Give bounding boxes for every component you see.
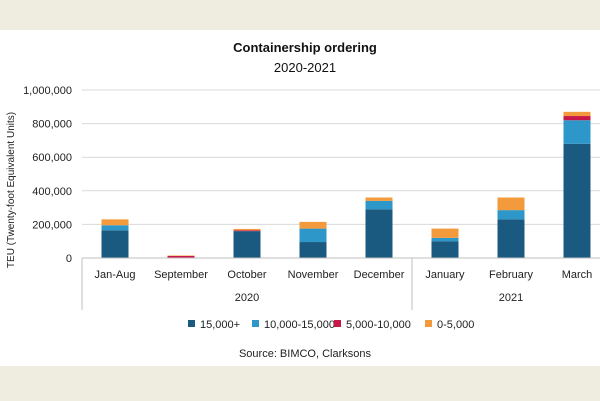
x-tick-label: September xyxy=(154,269,208,281)
y-tick-label: 1,000,000 xyxy=(23,85,72,97)
chart-title: Containership ordering xyxy=(233,40,377,55)
legend-swatch xyxy=(188,320,195,327)
bar-segment xyxy=(563,143,591,258)
bar-segment xyxy=(365,209,393,258)
bar-segment xyxy=(233,230,261,232)
legend-swatch xyxy=(252,320,259,327)
chart-subtitle: 2020-2021 xyxy=(274,60,336,75)
y-tick-label: 400,000 xyxy=(32,186,72,198)
legend-label: 15,000+ xyxy=(200,319,240,331)
x-tick-label: November xyxy=(288,269,339,281)
x-tick-label: January xyxy=(425,269,465,281)
bar-segment xyxy=(299,242,327,258)
bar-segment xyxy=(563,116,591,121)
y-tick-label: 800,000 xyxy=(32,119,72,131)
y-tick-label: 600,000 xyxy=(32,152,72,164)
legend-label: 0-5,000 xyxy=(437,319,474,331)
bar-segment xyxy=(431,228,459,238)
bar-segment xyxy=(233,228,261,231)
bar-segment xyxy=(233,231,261,258)
bar-segment xyxy=(167,255,195,258)
stacked-bar-chart: Containership ordering 2020-2021 TEU (Tw… xyxy=(6,40,600,360)
bar-segment xyxy=(431,237,459,242)
bar-segment xyxy=(101,219,129,226)
x-group-label: 2021 xyxy=(499,292,523,304)
bar-segment xyxy=(497,210,525,220)
x-tick-label: December xyxy=(354,269,405,281)
bar-segment xyxy=(167,255,195,256)
bar-segment xyxy=(365,200,393,210)
source-note: Source: BIMCO, Clarksons xyxy=(239,348,372,360)
legend-swatch xyxy=(425,320,432,327)
y-axis-label: TEU (Twenty-foot Equivalent Units) xyxy=(6,112,17,268)
y-tick-label: 200,000 xyxy=(32,219,72,231)
chart-card: Containership ordering 2020-2021 TEU (Tw… xyxy=(0,30,600,366)
legend-swatch xyxy=(334,320,341,327)
x-tick-label: October xyxy=(227,269,266,281)
y-tick-label: 0 xyxy=(66,253,72,265)
x-tick-label: Jan-Aug xyxy=(95,269,136,281)
bar-segment xyxy=(497,219,525,258)
legend-label: 10,000-15,000 xyxy=(264,319,335,331)
bar-segment xyxy=(101,230,129,258)
bar-segment xyxy=(497,197,525,211)
bar-segment xyxy=(563,111,591,117)
x-tick-label: March xyxy=(562,269,593,281)
legend-label: 5,000-10,000 xyxy=(346,319,411,331)
bar-segment xyxy=(365,197,393,201)
bar-segment xyxy=(299,221,327,229)
x-tick-label: February xyxy=(489,269,534,281)
bar-segment xyxy=(101,225,129,231)
x-group-label: 2020 xyxy=(235,292,259,304)
bar-segment xyxy=(431,241,459,258)
bar-segment xyxy=(563,120,591,144)
bar-segment xyxy=(299,228,327,243)
